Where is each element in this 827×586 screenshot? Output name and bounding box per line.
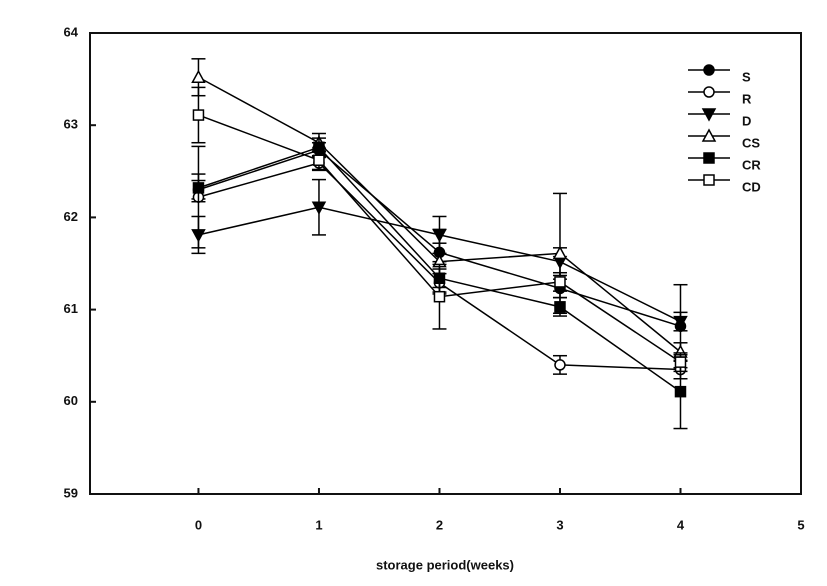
point	[554, 276, 566, 288]
y-tick-label: 60	[64, 393, 78, 408]
y-tick-label: 63	[64, 117, 78, 132]
legend-label: D	[742, 113, 751, 128]
y-tick-label: 64	[64, 24, 79, 39]
x-tick-label: 0	[195, 517, 202, 532]
legend-label: R	[742, 91, 752, 106]
point	[673, 315, 688, 330]
legend-marker	[703, 174, 715, 186]
x-tick-label: 4	[677, 517, 685, 532]
legend-marker	[701, 108, 717, 122]
point	[674, 385, 687, 398]
legend-label: CD	[742, 179, 761, 194]
y-tick-label: 61	[64, 301, 78, 316]
legend-marker	[703, 64, 715, 76]
point	[554, 301, 566, 313]
legend-label: CR	[742, 157, 761, 172]
y-tick-label: 62	[64, 209, 78, 224]
point	[433, 290, 446, 303]
point	[192, 182, 205, 194]
point	[191, 69, 206, 84]
point	[191, 229, 206, 243]
x-tick-label: 2	[436, 517, 443, 532]
legend-label: S	[742, 69, 751, 84]
x-tick-label: 1	[315, 517, 322, 532]
point	[552, 245, 568, 260]
point	[674, 356, 687, 368]
point	[313, 154, 325, 166]
legend-marker	[703, 86, 715, 98]
legend-label: CS	[742, 135, 760, 150]
x-tick-label: 3	[556, 517, 563, 532]
y-tick-label: 59	[64, 485, 78, 500]
x-tick-label: 5	[797, 517, 804, 532]
legend-marker	[701, 128, 717, 142]
point	[311, 201, 327, 215]
point	[554, 359, 566, 371]
point	[192, 109, 205, 121]
legend-marker	[703, 152, 715, 164]
plot-frame	[89, 32, 802, 495]
x-axis-title: storage period(weeks)	[376, 557, 514, 572]
